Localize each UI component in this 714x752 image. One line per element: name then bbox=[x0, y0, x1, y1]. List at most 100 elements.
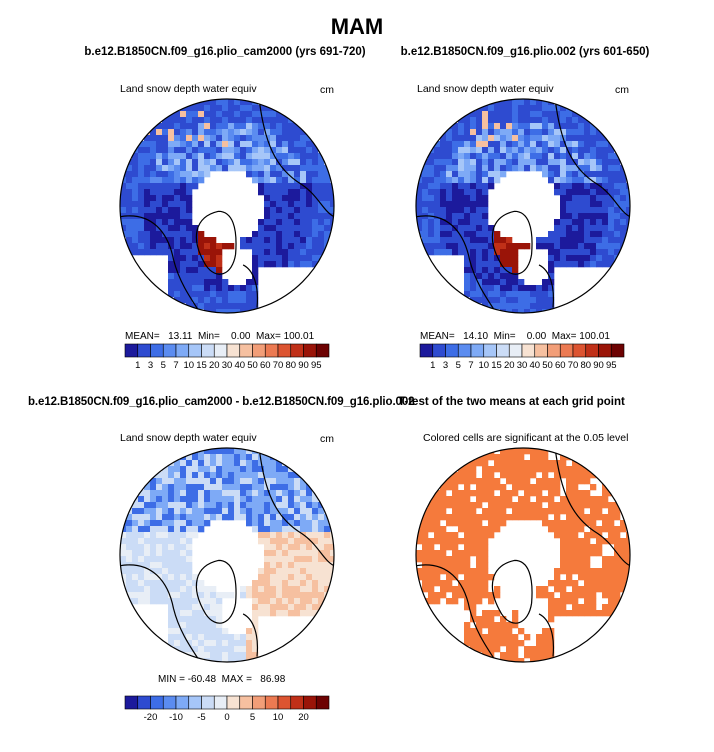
map-cell bbox=[482, 610, 489, 617]
map-cell bbox=[548, 135, 555, 142]
map-cell bbox=[482, 153, 489, 160]
map-cell bbox=[494, 586, 501, 593]
map-cell bbox=[288, 610, 295, 617]
map-cell bbox=[282, 249, 289, 256]
map-cell bbox=[566, 189, 573, 196]
map-cell bbox=[608, 580, 615, 587]
map-cell bbox=[288, 526, 295, 533]
map-cell bbox=[500, 297, 507, 304]
map-cell bbox=[270, 496, 277, 503]
map-cell bbox=[138, 532, 145, 539]
map-cell bbox=[512, 285, 519, 292]
map-cell bbox=[240, 646, 247, 653]
map-cell bbox=[246, 99, 253, 106]
map-cell bbox=[264, 255, 271, 262]
min-label: Min= bbox=[493, 331, 516, 342]
map-cell bbox=[518, 478, 525, 485]
map-cell bbox=[270, 207, 277, 214]
map-cell bbox=[506, 267, 513, 274]
map-cell bbox=[524, 508, 531, 515]
map-cell bbox=[228, 478, 235, 485]
map-cell bbox=[222, 99, 229, 106]
map-cell bbox=[440, 219, 447, 226]
map-cell bbox=[626, 183, 630, 190]
map-cell bbox=[482, 586, 489, 593]
map-cell bbox=[488, 628, 495, 635]
map-cell bbox=[542, 147, 549, 154]
map-cell bbox=[222, 646, 229, 653]
map-cell bbox=[482, 574, 489, 581]
map-cell bbox=[422, 243, 429, 250]
map-cell bbox=[530, 460, 537, 467]
map-cell bbox=[590, 135, 597, 142]
map-cell bbox=[530, 105, 537, 112]
map-cell bbox=[620, 183, 627, 190]
map-cell bbox=[324, 544, 331, 551]
map-cell bbox=[572, 502, 579, 509]
map-cell bbox=[476, 616, 483, 623]
map-cell bbox=[548, 598, 555, 605]
map-cell bbox=[162, 159, 169, 166]
map-cell bbox=[294, 201, 301, 208]
map-cell bbox=[258, 147, 265, 154]
map-cell bbox=[234, 147, 241, 154]
map-cell bbox=[162, 123, 169, 130]
map-cell bbox=[590, 195, 597, 202]
colorbar-tick-label: 20 bbox=[504, 360, 515, 371]
map-cell bbox=[596, 526, 603, 533]
map-cell bbox=[422, 201, 429, 208]
map-cell bbox=[584, 532, 591, 539]
map-cell bbox=[464, 213, 471, 220]
map-cell bbox=[614, 592, 621, 599]
map-cell bbox=[506, 303, 513, 310]
map-cell bbox=[536, 592, 543, 599]
map-cell bbox=[120, 574, 127, 581]
map-cell bbox=[252, 177, 259, 184]
map-cell bbox=[536, 309, 543, 313]
map-cell bbox=[210, 454, 217, 461]
map-cell bbox=[300, 195, 307, 202]
map-cell bbox=[494, 291, 501, 298]
map-cell bbox=[524, 285, 531, 292]
map-cell bbox=[312, 153, 319, 160]
map-cell bbox=[282, 610, 289, 617]
map-cell bbox=[144, 484, 151, 491]
map-cell bbox=[318, 213, 325, 220]
map-cell bbox=[500, 640, 507, 647]
map-cell bbox=[276, 165, 283, 172]
map-cell bbox=[150, 538, 157, 545]
map-cell bbox=[482, 207, 489, 214]
map-cell bbox=[548, 652, 555, 659]
map-cell bbox=[282, 171, 289, 178]
map-cell bbox=[500, 502, 507, 509]
map-cell bbox=[132, 249, 139, 256]
map-cell bbox=[506, 478, 513, 485]
map-cell bbox=[440, 153, 447, 160]
map-cell bbox=[144, 562, 151, 569]
map-cell bbox=[198, 508, 205, 515]
map-cell bbox=[186, 195, 193, 202]
map-cell bbox=[294, 478, 301, 485]
map-cell bbox=[198, 652, 205, 659]
map-cell bbox=[324, 201, 331, 208]
map-cell bbox=[584, 243, 591, 250]
map-cell bbox=[126, 514, 133, 521]
map-cell bbox=[542, 496, 549, 503]
map-cell bbox=[264, 598, 271, 605]
map-cell bbox=[488, 490, 495, 497]
map-cell bbox=[572, 111, 579, 118]
map-cell bbox=[174, 159, 181, 166]
map-cell bbox=[138, 231, 145, 238]
map-cell bbox=[270, 111, 277, 118]
map-cell bbox=[138, 249, 145, 256]
map-cell bbox=[518, 303, 525, 310]
map-cell bbox=[216, 165, 223, 172]
map-cell bbox=[126, 556, 133, 563]
map-cell bbox=[246, 297, 253, 304]
map-cell bbox=[518, 466, 525, 473]
map-cell bbox=[186, 598, 193, 605]
map-cell bbox=[530, 652, 537, 659]
map-cell bbox=[144, 598, 151, 605]
map-cell bbox=[198, 171, 205, 178]
colorbar-swatch bbox=[598, 343, 612, 358]
